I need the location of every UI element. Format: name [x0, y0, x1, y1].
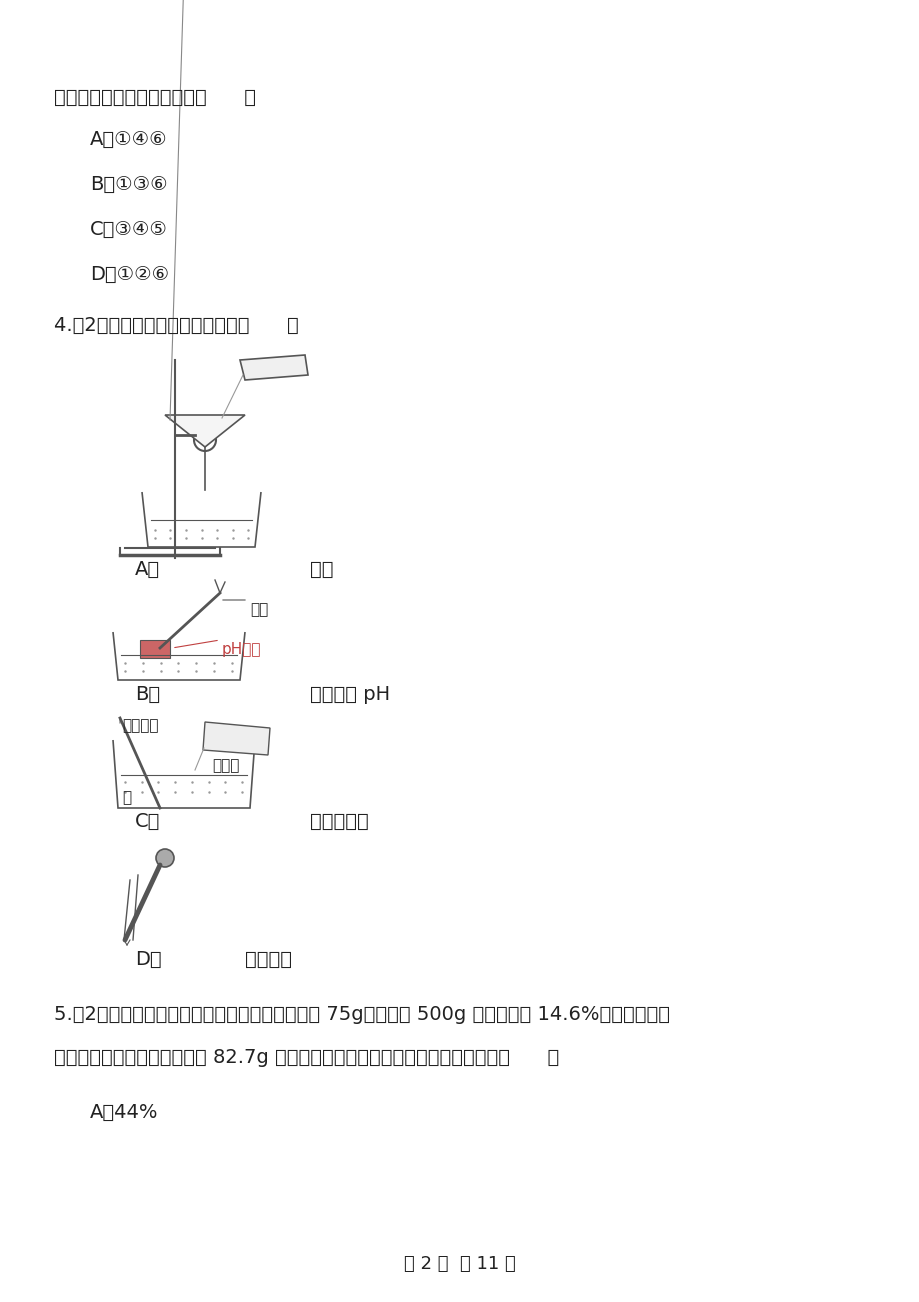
Text: 第 2 页  共 11 页: 第 2 页 共 11 页	[403, 1255, 516, 1273]
Polygon shape	[240, 355, 308, 380]
Text: C．③④⑤: C．③④⑤	[90, 220, 167, 240]
Text: 滴加液体: 滴加液体	[244, 950, 291, 969]
Text: 测溶液的 pH: 测溶液的 pH	[310, 685, 390, 704]
Text: C．: C．	[135, 812, 160, 831]
Text: D．: D．	[135, 950, 162, 969]
Text: 4.（2分）下列实验操作正确的是（      ）: 4.（2分）下列实验操作正确的是（ ）	[54, 316, 299, 335]
Text: 过滤: 过滤	[310, 560, 334, 579]
Text: 烟有可燃性。其中正确的是（      ）: 烟有可燃性。其中正确的是（ ）	[54, 89, 255, 107]
Text: B．①③⑥: B．①③⑥	[90, 174, 167, 194]
Text: 稀释浓确酸: 稀释浓确酸	[310, 812, 369, 831]
Text: A．: A．	[135, 560, 160, 579]
Text: A．44%: A．44%	[90, 1103, 158, 1122]
Ellipse shape	[156, 849, 174, 867]
Text: 不断搅拌: 不断搅拌	[122, 717, 158, 733]
Text: 水: 水	[122, 790, 131, 805]
Text: B．: B．	[135, 685, 160, 704]
Text: A．①④⑥: A．①④⑥	[90, 130, 167, 148]
Polygon shape	[165, 415, 244, 447]
Text: pH试纸: pH试纸	[221, 642, 261, 658]
Text: D．①②⑥: D．①②⑥	[90, 266, 169, 284]
Text: 浓确酸: 浓确酸	[211, 758, 239, 773]
Text: 镊子: 镊子	[250, 602, 268, 617]
FancyBboxPatch shape	[140, 641, 170, 658]
Text: 应，将反应后的溶液蔕干得到 82.7g 固体．则原混合物中金属元素的质量分数为（      ）: 应，将反应后的溶液蔕干得到 82.7g 固体．则原混合物中金属元素的质量分数为（…	[54, 1048, 559, 1068]
Polygon shape	[203, 723, 269, 755]
Text: 5.（2分）实验室有碳酸钔和碳酸馒的固体混合物 75g，使之与 500g 质量分数为 14.6%的盐酸充分反: 5.（2分）实验室有碳酸钔和碳酸馒的固体混合物 75g，使之与 500g 质量分…	[54, 1005, 669, 1023]
